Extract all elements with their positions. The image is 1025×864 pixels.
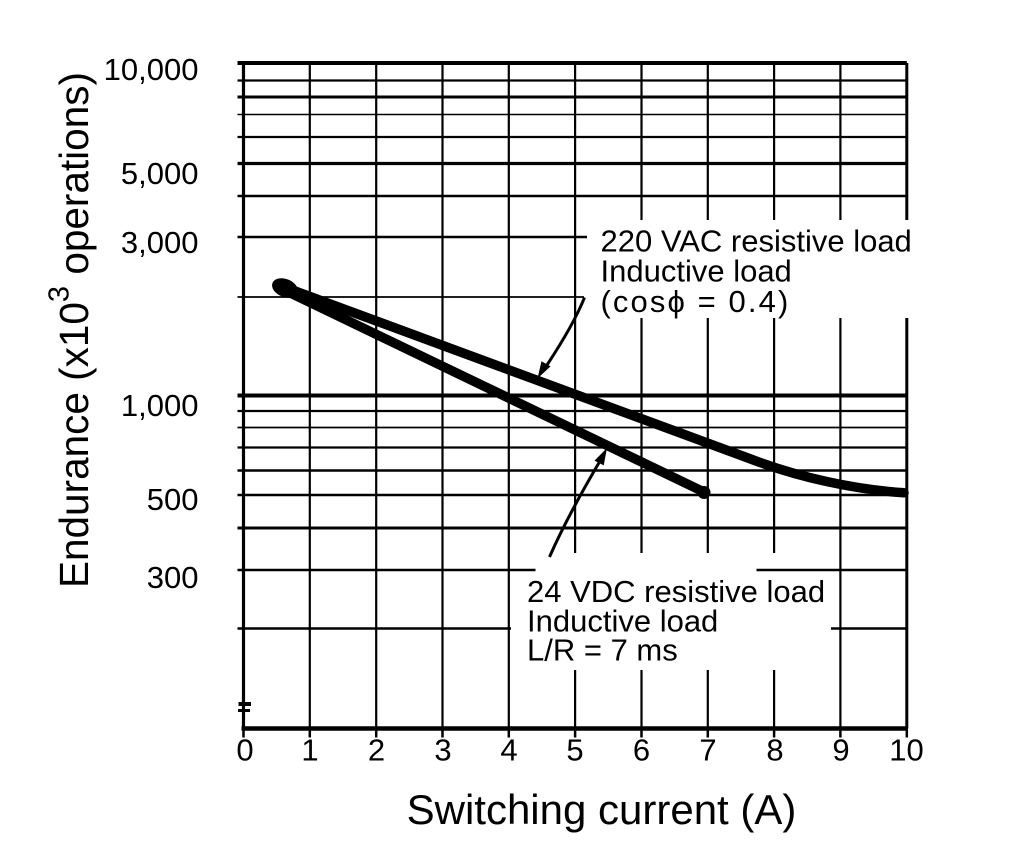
svg-text:220 VAC resistive load: 220 VAC resistive load <box>601 224 912 259</box>
svg-text:500: 500 <box>147 482 199 517</box>
svg-text:5,000: 5,000 <box>121 156 199 191</box>
svg-text:(cosϕ = 0.4): (cosϕ = 0.4) <box>601 284 791 319</box>
svg-text:L/R = 7 ms: L/R = 7 ms <box>527 633 678 668</box>
svg-text:2: 2 <box>368 733 385 768</box>
svg-text:Endurance (x103 operations): Endurance (x103 operations) <box>44 72 98 588</box>
svg-text:9: 9 <box>832 733 849 768</box>
svg-text:4: 4 <box>500 733 517 768</box>
svg-text:0: 0 <box>236 733 253 768</box>
svg-text:3,000: 3,000 <box>121 225 199 260</box>
svg-text:6: 6 <box>633 733 650 768</box>
svg-text:24 VDC resistive load: 24 VDC resistive load <box>527 574 825 609</box>
svg-text:Inductive load: Inductive load <box>601 254 792 289</box>
svg-text:300: 300 <box>147 560 199 595</box>
svg-text:1: 1 <box>301 733 318 768</box>
svg-text:8: 8 <box>766 733 783 768</box>
svg-text:Inductive load: Inductive load <box>527 604 718 639</box>
svg-text:7: 7 <box>699 733 716 768</box>
svg-text:3: 3 <box>434 733 451 768</box>
svg-text:10,000: 10,000 <box>104 52 199 87</box>
svg-text:1,000: 1,000 <box>121 388 199 423</box>
svg-text:Switching current (A): Switching current (A) <box>407 786 797 833</box>
svg-text:5: 5 <box>566 733 583 768</box>
svg-text:10: 10 <box>889 733 923 768</box>
